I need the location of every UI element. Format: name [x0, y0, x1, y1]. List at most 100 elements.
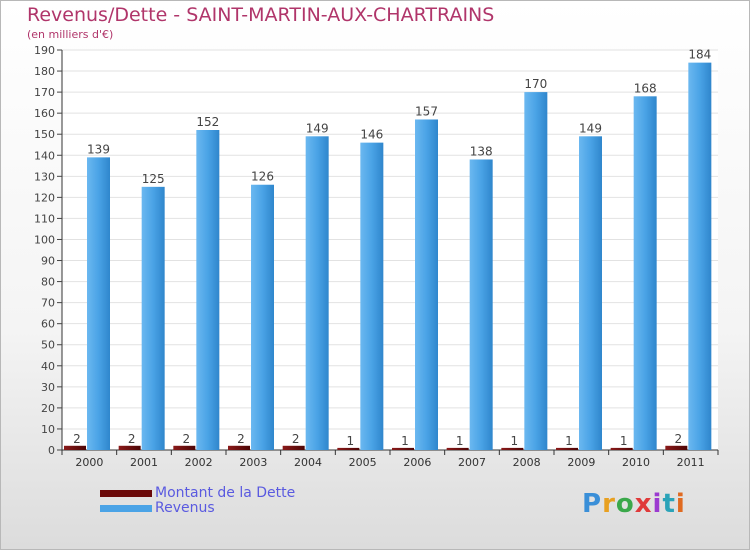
logo-letter: i — [652, 489, 663, 519]
bar-revenus — [360, 142, 384, 450]
data-label-dette: 2 — [183, 432, 191, 446]
data-label-revenus: 138 — [470, 144, 493, 158]
bar-dette — [337, 447, 360, 450]
data-label-revenus: 184 — [688, 48, 711, 62]
bar-revenus — [141, 186, 165, 450]
data-label-dette: 2 — [237, 432, 245, 446]
data-label-dette: 2 — [292, 432, 300, 446]
bar-revenus — [579, 136, 602, 450]
proxiti-logo: Proxiti — [582, 489, 686, 519]
bar-dette — [610, 447, 633, 450]
y-tick-label: 10 — [41, 423, 55, 436]
y-tick-label: 190 — [34, 44, 55, 57]
data-label-revenus: 157 — [415, 104, 438, 118]
bar-revenus — [688, 62, 712, 450]
data-labels: 2 139 2 125 2 152 2 126 2 149 1 146 1 157 1 138 1 170 1 149… — [73, 48, 711, 448]
x-tick-label: 2001 — [130, 456, 158, 469]
bar-dette — [501, 447, 524, 450]
y-tick-label: 140 — [34, 149, 55, 162]
data-label-dette: 2 — [675, 432, 683, 446]
y-tick-label: 150 — [34, 128, 55, 141]
bar-dette — [173, 445, 196, 450]
legend-label-dette: Montant de la Dette — [155, 485, 296, 501]
data-label-revenus: 170 — [524, 77, 547, 91]
chart-subtitle: (en milliers d'€) — [27, 28, 114, 41]
data-label-revenus: 139 — [87, 142, 110, 156]
bar-dette — [64, 445, 86, 450]
bars — [64, 62, 712, 451]
data-label-revenus: 152 — [196, 115, 219, 129]
bar-revenus — [87, 157, 110, 451]
y-tick-label: 30 — [41, 381, 55, 394]
logo-letter: x — [634, 489, 653, 519]
y-tick-label: 50 — [41, 339, 55, 352]
bar-dette — [392, 447, 414, 450]
bar-dette — [556, 447, 578, 450]
bar-revenus — [251, 184, 274, 450]
bar-dette — [228, 445, 250, 450]
y-tick-label: 60 — [41, 318, 55, 331]
legend-swatch-revenus — [100, 505, 152, 512]
data-label-revenus: 149 — [579, 121, 602, 135]
data-label-dette: 1 — [401, 434, 409, 448]
y-tick-label: 110 — [34, 212, 55, 225]
x-tick-label: 2008 — [513, 456, 541, 469]
data-label-revenus: 126 — [251, 170, 274, 184]
data-label-dette: 1 — [565, 434, 573, 448]
y-tick-label: 0 — [48, 444, 55, 457]
x-tick-label: 2005 — [349, 456, 377, 469]
data-label-dette: 1 — [620, 434, 628, 448]
x-tick-label: 2000 — [75, 456, 103, 469]
x-tick-label: 2006 — [403, 456, 431, 469]
data-label-dette: 2 — [128, 432, 136, 446]
bar-revenus — [415, 119, 438, 450]
y-tick-label: 100 — [34, 233, 55, 246]
y-tick-label: 180 — [34, 65, 55, 78]
y-axis-ticks: 0 10 20 30 40 50 60 70 80 90 100 110 120 130 140 150 160… — [34, 44, 62, 457]
grid-lines — [62, 49, 718, 451]
x-tick-label: 2004 — [294, 456, 322, 469]
data-label-dette: 1 — [347, 434, 355, 448]
y-tick-label: 170 — [34, 86, 55, 99]
logo-letter: r — [602, 489, 616, 519]
bar-dette — [282, 445, 305, 450]
legend-swatch-dette — [100, 490, 152, 497]
data-label-dette: 1 — [456, 434, 464, 448]
logo-letter: o — [615, 489, 635, 519]
x-axis-ticks: 2000 2001 2002 2003 2004 2005 2006 2007 2008 2009… — [61, 450, 719, 469]
data-label-revenus: 146 — [360, 128, 383, 142]
bar-dette — [665, 445, 688, 450]
y-tick-label: 20 — [41, 402, 55, 415]
y-tick-label: 160 — [34, 107, 55, 120]
logo-letter: P — [582, 489, 603, 519]
data-label-revenus: 125 — [142, 172, 165, 186]
y-tick-label: 90 — [41, 255, 55, 268]
y-tick-label: 70 — [41, 297, 55, 310]
y-tick-label: 40 — [41, 360, 55, 373]
plot-area — [62, 50, 718, 450]
x-tick-label: 2009 — [567, 456, 595, 469]
data-label-dette: 2 — [73, 432, 81, 446]
logo-letter: t — [662, 489, 676, 519]
bar-revenus — [196, 130, 220, 450]
bar-revenus — [524, 92, 548, 451]
logo-letter: i — [675, 489, 686, 519]
bar-revenus — [633, 96, 657, 450]
legend-label-revenus: Revenus — [155, 500, 215, 516]
data-label-revenus: 168 — [634, 81, 657, 95]
x-tick-label: 2007 — [458, 456, 486, 469]
bar-revenus — [305, 136, 329, 450]
y-tick-label: 120 — [34, 191, 55, 204]
bar-revenus — [469, 159, 493, 450]
x-tick-label: 2010 — [622, 456, 650, 469]
bar-dette — [118, 445, 141, 450]
bar-dette — [446, 447, 469, 450]
y-tick-label: 130 — [34, 170, 55, 183]
data-label-dette: 1 — [511, 434, 519, 448]
x-tick-label: 2003 — [239, 456, 267, 469]
y-tick-label: 80 — [41, 276, 55, 289]
x-tick-label: 2002 — [185, 456, 213, 469]
data-label-revenus: 149 — [306, 121, 329, 135]
x-tick-label: 2011 — [677, 456, 705, 469]
